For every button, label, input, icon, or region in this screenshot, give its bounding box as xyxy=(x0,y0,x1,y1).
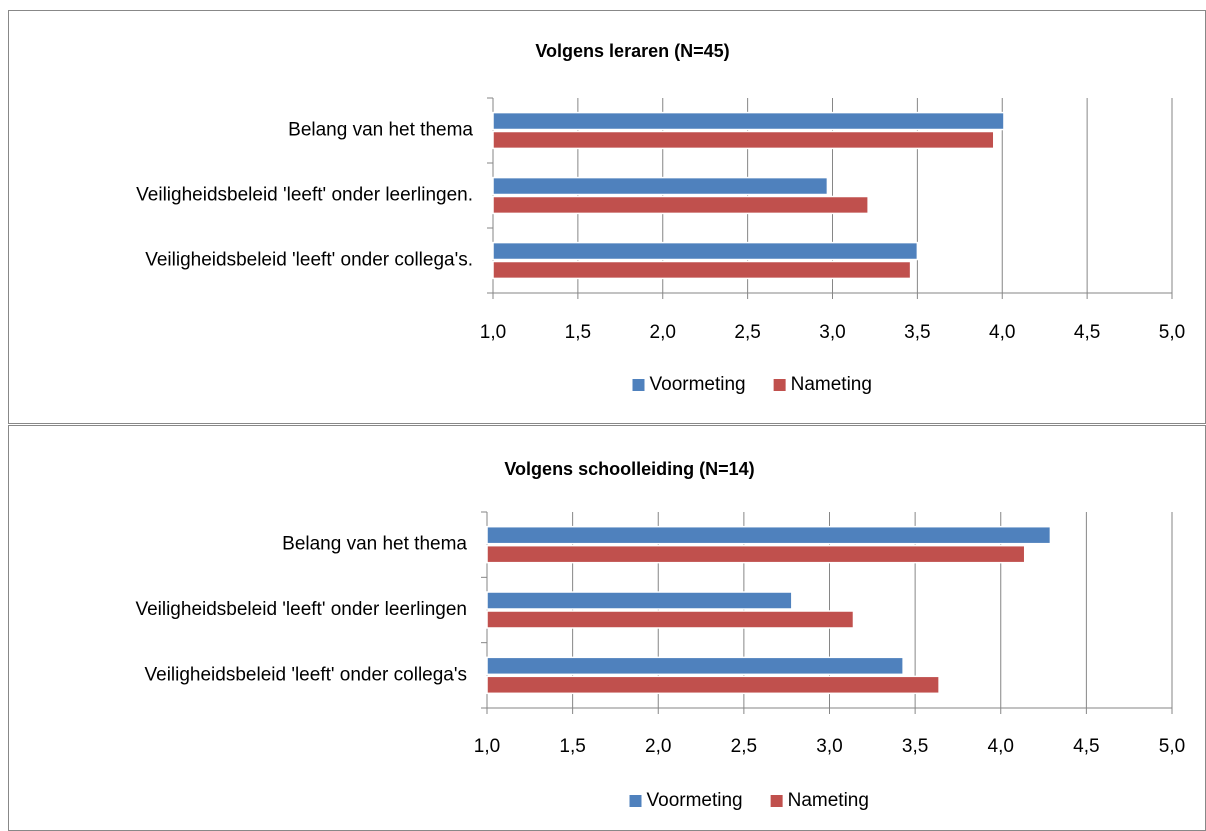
x-tick-label: 4,5 xyxy=(1074,322,1100,343)
x-tick-label: 3,5 xyxy=(902,736,928,757)
y-tick-label: Veiligheidsbeleid 'leeft' onder collega'… xyxy=(145,250,473,271)
x-tick-label: 2,5 xyxy=(731,736,757,757)
x-tick-label: 1,0 xyxy=(480,322,506,343)
bar xyxy=(492,111,1005,131)
bar xyxy=(486,610,855,629)
legend-label: Nameting xyxy=(791,374,872,395)
legend-swatch xyxy=(770,795,783,807)
chart-title: Volgens schoolleiding (N=14) xyxy=(504,459,754,479)
legend-label: Voormeting xyxy=(650,374,746,395)
bar xyxy=(486,544,1026,564)
x-tick-label: 5,0 xyxy=(1159,322,1185,343)
x-tick-label: 5,0 xyxy=(1159,736,1185,757)
x-tick-label: 3,0 xyxy=(816,736,842,757)
x-tick-label: 2,5 xyxy=(734,322,760,343)
x-tick-label: 3,5 xyxy=(904,322,930,343)
bar xyxy=(486,525,1052,545)
bar xyxy=(492,176,829,196)
y-tick-label: Belang van het thema xyxy=(288,120,473,141)
chart-frame xyxy=(8,10,1206,424)
bar xyxy=(492,130,995,150)
x-tick-label: 2,0 xyxy=(645,736,671,757)
x-tick-label: 4,0 xyxy=(989,322,1015,343)
legend-swatch xyxy=(629,795,642,807)
legend-label: Voormeting xyxy=(647,790,743,811)
legend-swatch xyxy=(773,379,786,391)
bar xyxy=(486,591,793,610)
y-tick-label: Veiligheidsbeleid 'leeft' onder leerling… xyxy=(136,185,473,206)
bar xyxy=(486,675,940,695)
bar xyxy=(492,260,912,280)
bar xyxy=(486,656,904,676)
legend-label: Nameting xyxy=(788,790,869,811)
x-tick-label: 2,0 xyxy=(650,322,676,343)
x-tick-label: 3,0 xyxy=(819,322,845,343)
chart-title: Volgens leraren (N=45) xyxy=(535,41,729,61)
x-tick-label: 4,5 xyxy=(1073,736,1099,757)
bar xyxy=(492,195,869,215)
x-tick-label: 1,5 xyxy=(565,322,591,343)
x-tick-label: 1,0 xyxy=(474,736,500,757)
y-tick-label: Belang van het thema xyxy=(282,534,467,555)
x-tick-label: 1,5 xyxy=(559,736,585,757)
legend-swatch xyxy=(632,379,645,391)
y-tick-label: Veiligheidsbeleid 'leeft' onder leerling… xyxy=(135,599,467,620)
y-tick-label: Veiligheidsbeleid 'leeft' onder collega'… xyxy=(145,664,468,685)
x-tick-label: 4,0 xyxy=(988,736,1014,757)
bar xyxy=(492,241,919,261)
